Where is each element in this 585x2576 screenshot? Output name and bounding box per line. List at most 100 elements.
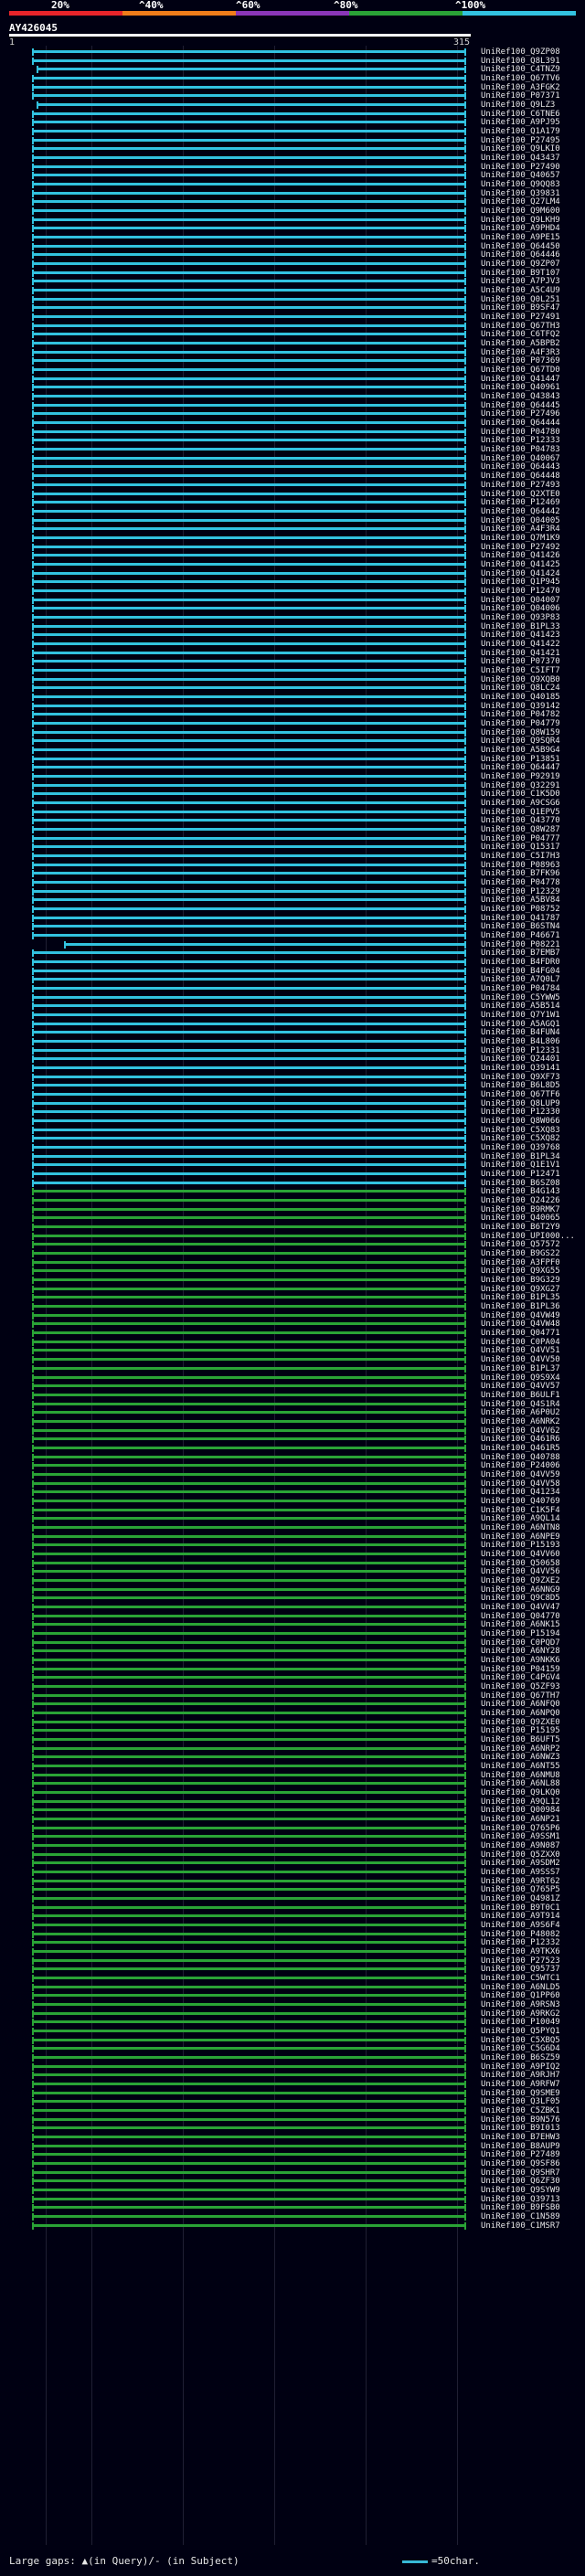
- hit-row[interactable]: [0, 1885, 475, 1894]
- hit-alignment-bar[interactable]: [32, 1615, 466, 1617]
- hit-row[interactable]: [0, 2159, 475, 2168]
- hit-alignment-bar[interactable]: [32, 1102, 466, 1105]
- hit-row[interactable]: [0, 1991, 475, 2000]
- hit-accession-link[interactable]: UniRef100_P04784: [481, 984, 560, 993]
- hit-accession-link[interactable]: UniRef100_Q4VV47: [481, 1603, 560, 1612]
- hit-accession-link[interactable]: UniRef100_A5BPB2: [481, 339, 560, 348]
- hit-row[interactable]: [0, 922, 475, 931]
- hit-alignment-bar[interactable]: [32, 1403, 466, 1405]
- hit-row[interactable]: [0, 1258, 475, 1267]
- hit-accession-link[interactable]: UniRef100_P92919: [481, 772, 560, 781]
- hit-accession-link[interactable]: UniRef100_Q43437: [481, 154, 560, 163]
- hit-alignment-bar[interactable]: [32, 2083, 466, 2085]
- hit-accession-link[interactable]: UniRef100_Q04005: [481, 516, 560, 525]
- hit-accession-link[interactable]: UniRef100_P46671: [481, 931, 560, 940]
- hit-accession-link[interactable]: UniRef100_Q64450: [481, 242, 560, 251]
- hit-row[interactable]: [0, 1426, 475, 1436]
- hit-row[interactable]: [0, 693, 475, 702]
- hit-alignment-bar[interactable]: [32, 519, 466, 522]
- hit-alignment-bar[interactable]: [32, 580, 466, 583]
- hit-row[interactable]: [0, 2000, 475, 2009]
- hit-row[interactable]: [0, 392, 475, 401]
- hit-alignment-bar[interactable]: [32, 227, 466, 229]
- hit-alignment-bar[interactable]: [32, 1853, 466, 1856]
- hit-accession-link[interactable]: UniRef100_Q64445: [481, 401, 560, 410]
- hit-alignment-bar[interactable]: [32, 546, 466, 548]
- hit-alignment-bar[interactable]: [32, 262, 466, 265]
- hit-row[interactable]: [0, 675, 475, 684]
- hit-accession-link[interactable]: UniRef100_A6NFQ0: [481, 1700, 560, 1709]
- hit-alignment-bar[interactable]: [32, 1269, 466, 1272]
- hit-alignment-bar[interactable]: [32, 1800, 466, 1803]
- hit-alignment-bar[interactable]: [32, 1482, 466, 1485]
- hit-row[interactable]: [0, 2115, 475, 2125]
- hit-accession-link[interactable]: UniRef100_P12471: [481, 1170, 560, 1179]
- hit-accession-link[interactable]: UniRef100_B4FUN4: [481, 1028, 560, 1037]
- hit-row[interactable]: [0, 1691, 475, 1701]
- hit-row[interactable]: [0, 1267, 475, 1276]
- hit-accession-link[interactable]: UniRef100_A9QL12: [481, 1797, 560, 1807]
- hit-row[interactable]: [0, 136, 475, 145]
- hit-accession-link[interactable]: UniRef100_Q8L391: [481, 57, 560, 66]
- hit-accession-link[interactable]: UniRef100_Q40788: [481, 1453, 560, 1462]
- hit-accession-link[interactable]: UniRef100_B9GS22: [481, 1249, 560, 1258]
- hit-accession-link[interactable]: UniRef100_Q1P945: [481, 578, 560, 587]
- hit-row[interactable]: [0, 303, 475, 313]
- hit-accession-link[interactable]: UniRef100_B6STN4: [481, 922, 560, 931]
- hit-alignment-bar[interactable]: [32, 1384, 466, 1387]
- hit-alignment-bar[interactable]: [32, 652, 466, 654]
- hit-row[interactable]: [0, 640, 475, 649]
- hit-accession-link[interactable]: UniRef100_B9FSB0: [481, 2203, 560, 2212]
- hit-alignment-bar[interactable]: [32, 342, 466, 345]
- hit-row[interactable]: [0, 790, 475, 799]
- hit-accession-link[interactable]: UniRef100_Q24401: [481, 1055, 560, 1064]
- hit-row[interactable]: [0, 2168, 475, 2178]
- hit-row[interactable]: [0, 728, 475, 737]
- hit-row[interactable]: [0, 631, 475, 640]
- hit-alignment-bar[interactable]: [32, 722, 466, 725]
- hit-alignment-bar[interactable]: [32, 1694, 466, 1697]
- hit-row[interactable]: [0, 1673, 475, 1682]
- hit-row[interactable]: [0, 1638, 475, 1648]
- hit-alignment-bar[interactable]: [32, 2065, 466, 2068]
- hit-row[interactable]: [0, 746, 475, 755]
- hit-alignment-bar[interactable]: [32, 1941, 466, 1944]
- hit-alignment-bar[interactable]: [32, 1288, 466, 1290]
- hit-alignment-bar[interactable]: [32, 1897, 466, 1900]
- hit-alignment-bar[interactable]: [32, 907, 466, 910]
- hit-row[interactable]: [0, 1196, 475, 1205]
- hit-alignment-bar[interactable]: [32, 2073, 466, 2076]
- hit-row[interactable]: [0, 1470, 475, 1479]
- hit-row[interactable]: [0, 1612, 475, 1621]
- hit-accession-link[interactable]: UniRef100_Q8W066: [481, 1117, 560, 1126]
- hit-row[interactable]: [0, 1276, 475, 1285]
- hit-alignment-bar[interactable]: [32, 2145, 466, 2147]
- hit-alignment-bar[interactable]: [32, 165, 466, 168]
- hit-row[interactable]: [0, 1099, 475, 1108]
- hit-alignment-bar[interactable]: [32, 501, 466, 504]
- hit-row[interactable]: [0, 1771, 475, 1780]
- hit-alignment-bar[interactable]: [32, 1137, 466, 1140]
- hit-alignment-bar[interactable]: [32, 1208, 466, 1211]
- hit-row[interactable]: [0, 207, 475, 216]
- hit-row[interactable]: [0, 1126, 475, 1135]
- hit-accession-link[interactable]: UniRef100_Q9ZXE2: [481, 1576, 560, 1585]
- hit-accession-link[interactable]: UniRef100_A9RSN3: [481, 2000, 560, 2009]
- hit-alignment-bar[interactable]: [32, 2126, 466, 2129]
- hit-accession-link[interactable]: UniRef100_A7Q0L7: [481, 975, 560, 984]
- hit-accession-link[interactable]: UniRef100_Q3LF05: [481, 2097, 560, 2106]
- hit-row[interactable]: [0, 1567, 475, 1576]
- hit-accession-link[interactable]: UniRef100_P04780: [481, 428, 560, 437]
- hit-accession-link[interactable]: UniRef100_A9QL14: [481, 1514, 560, 1523]
- hit-accession-link[interactable]: UniRef100_Q4VV60: [481, 1550, 560, 1559]
- hit-alignment-bar[interactable]: [32, 845, 466, 848]
- hit-row[interactable]: [0, 1285, 475, 1294]
- hit-alignment-bar[interactable]: [32, 1057, 466, 1060]
- hit-accession-link[interactable]: UniRef100_C4TNZ9: [481, 65, 560, 74]
- hit-accession-link[interactable]: UniRef100_P27492: [481, 543, 560, 552]
- hit-row[interactable]: [0, 1240, 475, 1249]
- hit-row[interactable]: [0, 587, 475, 596]
- hit-alignment-bar[interactable]: [32, 837, 466, 840]
- hit-row[interactable]: [0, 1629, 475, 1638]
- hit-row[interactable]: [0, 896, 475, 905]
